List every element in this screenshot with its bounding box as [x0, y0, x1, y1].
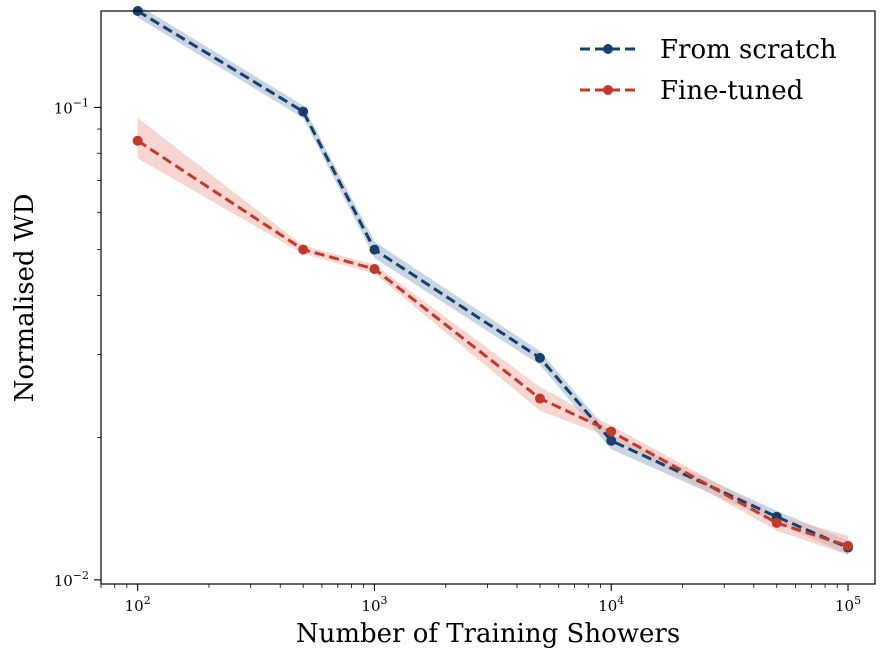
- x-tick-label-2: 104: [598, 594, 624, 615]
- legend-marker-0: [603, 44, 613, 54]
- legend-marker-1: [603, 85, 613, 95]
- plot-frame: [100, 10, 876, 585]
- data-point-1-5: [771, 517, 782, 528]
- legend: From scratch Fine-tuned: [580, 35, 837, 106]
- data-point-1-6: [843, 540, 854, 551]
- y-axis-title: Normalised WD: [10, 194, 40, 403]
- data-point-1-2: [369, 263, 380, 274]
- data-point-1-4: [606, 426, 617, 437]
- band-1: [137, 118, 848, 555]
- legend-label-1: Fine-tuned: [660, 76, 803, 106]
- legend-label-0: From scratch: [660, 35, 837, 65]
- data-point-0-4: [606, 435, 617, 446]
- data-point-1-0: [132, 135, 143, 146]
- data-point-1-3: [534, 393, 545, 404]
- axes: 102 103 104 105 10−1 10−2: [54, 96, 861, 615]
- y-tick-label-1: 10−2: [54, 569, 89, 590]
- x-tick-label-3: 105: [835, 594, 861, 615]
- data-point-0-3: [534, 352, 545, 363]
- data-point-1-1: [298, 244, 309, 255]
- y-tick-label-0: 10−1: [54, 96, 89, 117]
- x-axis-title: Number of Training Showers: [296, 619, 680, 649]
- data-point-0-2: [369, 244, 380, 255]
- x-tick-label-1: 103: [361, 594, 387, 615]
- plot-area: [132, 4, 854, 555]
- x-tick-label-0: 102: [125, 594, 151, 615]
- band-0: [137, 4, 848, 555]
- data-point-0-1: [298, 106, 309, 117]
